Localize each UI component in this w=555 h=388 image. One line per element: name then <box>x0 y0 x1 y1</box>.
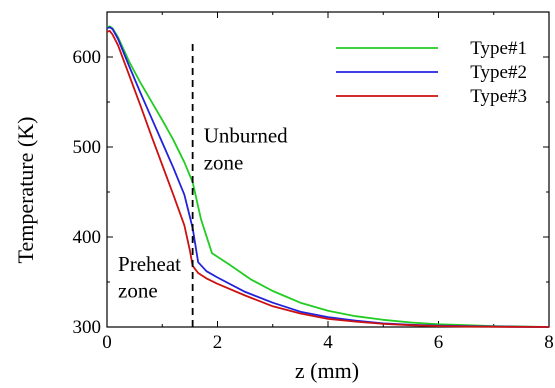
zone-annotation: Unburned <box>204 124 288 148</box>
legend-label-1: Type#1 <box>470 38 527 59</box>
x-axis-label: z (mm) <box>295 358 359 383</box>
legend-label-2: Type#2 <box>470 62 527 83</box>
axis-ticks <box>106 12 550 328</box>
zone-annotation: zone <box>118 278 158 302</box>
y-tick-label: 600 <box>73 47 102 68</box>
y-axis-label: Temperature (K) <box>13 117 38 264</box>
x-tick-label: 2 <box>213 332 223 353</box>
series-line-1 <box>106 25 550 328</box>
y-tick-label: 400 <box>73 227 102 248</box>
zone-annotation: Preheat <box>118 252 181 276</box>
x-tick-label: 8 <box>544 332 554 353</box>
x-tick-label: 6 <box>434 332 444 353</box>
legend: Type#1 Type#2 Type#3 <box>336 38 527 107</box>
x-tick-label: 4 <box>323 332 333 353</box>
tick-labels: 0 2 4 6 8 300 400 500 600 <box>73 47 554 353</box>
legend-label-3: Type#3 <box>470 86 527 107</box>
series-line-3 <box>106 30 550 328</box>
series-lines <box>106 25 550 328</box>
zone-annotation: zone <box>204 151 244 175</box>
y-tick-label: 500 <box>73 137 102 158</box>
y-tick-label: 300 <box>73 317 102 338</box>
x-tick-label: 0 <box>102 332 112 353</box>
